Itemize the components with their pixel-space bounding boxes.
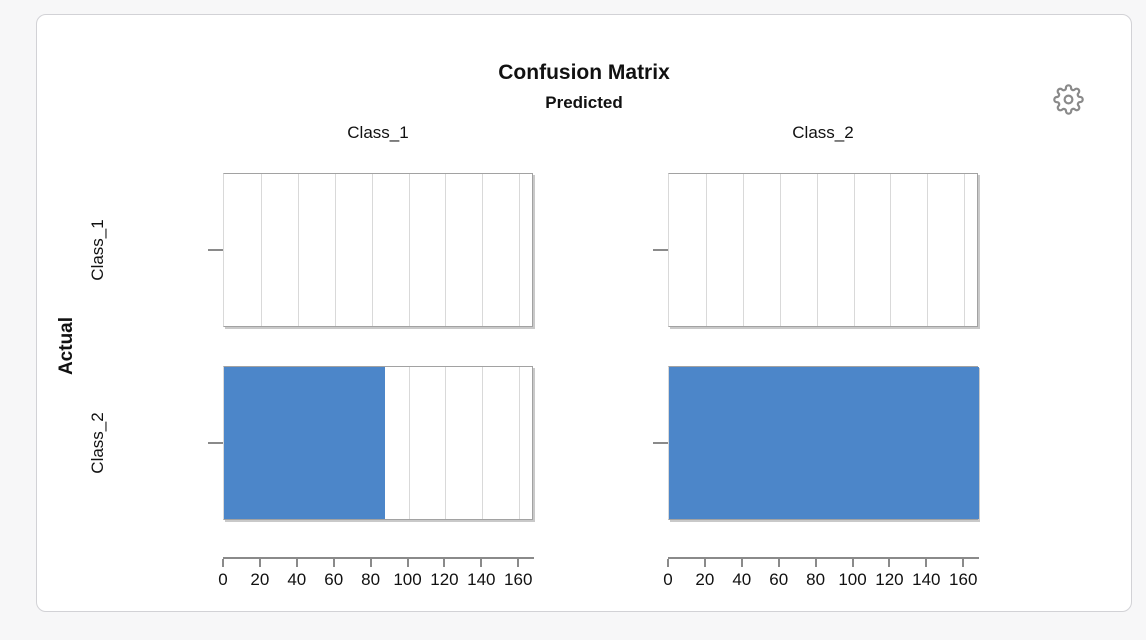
chart-card: Confusion Matrix Predicted Class_1 Class… [36,14,1132,612]
x-axis-tick [480,559,483,567]
chart-title: Confusion Matrix [498,61,670,84]
actual-axis-label: Actual [56,316,77,376]
panel-gridline [519,367,521,519]
predicted-axis-label: Predicted [545,93,623,112]
panel-gridline [482,367,484,519]
panel-gridline [482,174,484,326]
panel-gridline [334,174,336,326]
panel-gridline [964,174,966,326]
panel-gridline [779,174,781,326]
row-label-class-2: Class_2 [88,412,107,474]
x-axis-tick [406,559,409,567]
panel-gridline [519,174,521,326]
panel-Class_1-Class_2 [668,173,978,327]
panel-Class_2-Class_2 [668,366,979,520]
count-bar [224,367,385,519]
x-axis-tick-label: 160 [504,570,533,589]
x-axis-line [668,557,979,559]
panel-gridline [445,174,447,326]
x-axis-tick-label: 140 [467,570,496,589]
x-axis-Class_1: 0 20 40 60 80 100 120 140 160 [218,557,534,603]
x-axis-tick-label: 140 [912,570,941,589]
panel-gridline [445,367,447,519]
x-axis-tick-label: 100 [838,570,867,589]
settings-button[interactable] [1050,81,1086,117]
panel-gridline [890,174,892,326]
y-axis-tick [208,442,223,444]
x-axis-tick-label: 0 [218,570,228,589]
panel-Class_1-Class_1 [223,173,533,327]
x-axis-tick-label: 120 [430,570,459,589]
x-axis-tick [925,559,928,567]
x-axis-tick-label: 60 [769,570,789,589]
x-axis-tick-label: 60 [324,570,344,589]
panel-gridline [408,367,410,519]
x-axis-tick [851,559,854,567]
x-axis-tick-label: 80 [806,570,826,589]
x-axis-tick-label: 40 [732,570,752,589]
x-axis-Class_2: 0 20 40 60 80 100 120 140 160 [663,557,979,603]
x-axis-tick [777,559,780,567]
column-label-class-2: Class_2 [792,123,854,142]
x-axis-tick-label: 20 [695,570,715,589]
panel-gridline [927,174,929,326]
y-axis-tick [208,249,223,251]
panel-gridline [297,174,299,326]
panel-gridline [705,174,707,326]
x-axis-tick-label: 0 [663,570,673,589]
x-axis-tick-label: 80 [361,570,381,589]
x-axis-tick [295,559,298,567]
x-axis-tick [443,559,446,567]
x-axis-tick [703,559,706,567]
x-axis-tick-label: 20 [250,570,270,589]
x-axis-line [223,557,534,559]
panel-gridline [408,174,410,326]
x-axis-tick [222,559,224,567]
panel-Class_2-Class_1 [223,366,533,520]
column-label-class-1: Class_1 [347,123,409,142]
x-axis-tick [369,559,372,567]
x-axis-tick-label: 40 [287,570,307,589]
y-axis-tick [653,442,668,444]
x-axis-tick-label: 120 [875,570,904,589]
x-axis-tick [740,559,743,567]
x-axis-tick [332,559,335,567]
panel-gridline [742,174,744,326]
gear-icon [1052,83,1084,115]
panel-gridline [371,174,373,326]
x-axis-tick [517,559,520,567]
row-label-class-1: Class_1 [88,219,107,281]
x-axis-tick [814,559,817,567]
panel-gridline [816,174,818,326]
x-axis-tick [258,559,261,567]
count-bar [669,367,979,519]
x-axis-tick-label: 100 [393,570,422,589]
x-axis-tick-label: 160 [949,570,978,589]
x-axis-tick [667,559,669,567]
panel-gridline [853,174,855,326]
panel-gridline [260,174,262,326]
y-axis-tick [653,249,668,251]
x-axis-tick [888,559,891,567]
x-axis-tick [962,559,965,567]
